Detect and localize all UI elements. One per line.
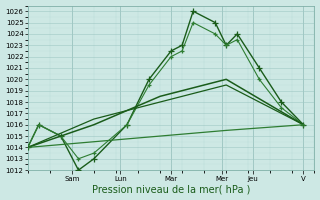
X-axis label: Pression niveau de la mer( hPa ): Pression niveau de la mer( hPa ): [92, 184, 250, 194]
